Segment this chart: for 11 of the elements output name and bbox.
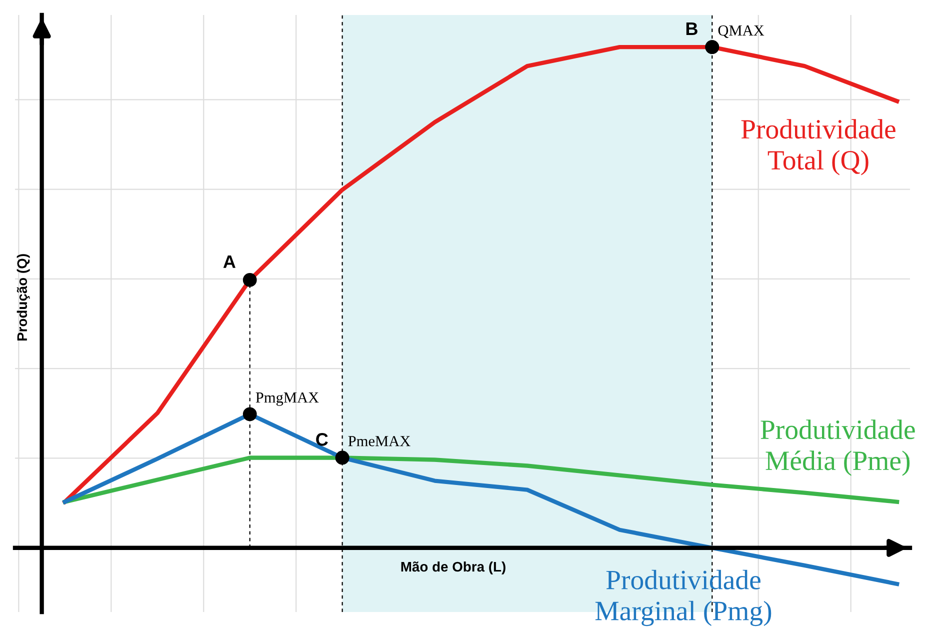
annotation: PmeMAX [348, 436, 410, 446]
annotation: PmgMAX [256, 392, 319, 406]
series-label: Produtividade Total (Q) [741, 119, 896, 176]
x-axis-title: Mão de Obra (L) [401, 561, 506, 574]
y-axis-title: Produção (Q) [16, 254, 30, 341]
series-label: Produtividade Marginal (Pmg) [595, 570, 772, 626]
text: QMAX [718, 25, 764, 38]
series-label: Produtividade Média (Pme) [760, 420, 915, 476]
text: B [686, 22, 698, 35]
annotation: C [316, 433, 328, 446]
annotation: A [223, 255, 236, 268]
